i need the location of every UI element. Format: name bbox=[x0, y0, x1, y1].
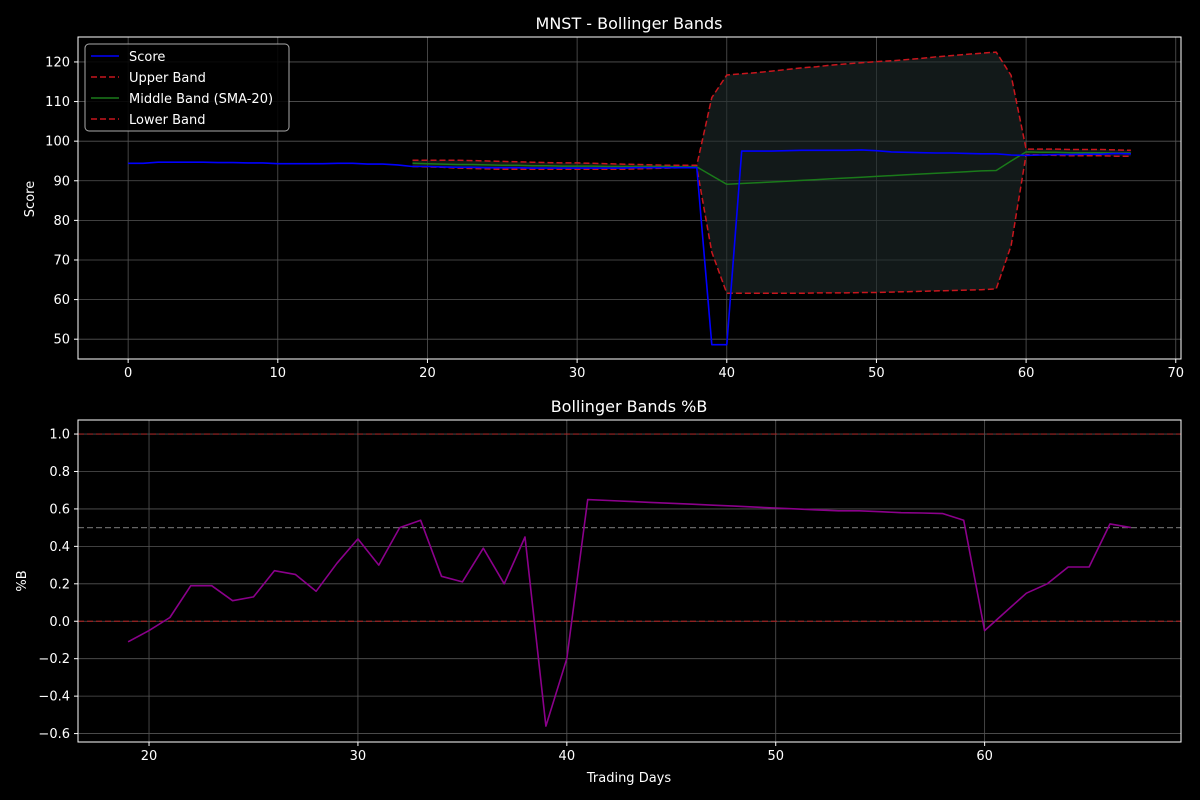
upper-band-line bbox=[412, 51, 1131, 167]
x-axis-ticks: 0 10 20 30 40 50 60 70 bbox=[124, 359, 1184, 381]
x-tick-label: 40 bbox=[559, 749, 576, 764]
x-tick-label: 20 bbox=[419, 366, 436, 381]
legend-label-upper-band: Upper Band bbox=[129, 71, 206, 86]
y-axis-label: Score bbox=[23, 181, 38, 217]
chart-title: MNST - Bollinger Bands bbox=[536, 14, 723, 33]
y-tick-label: 0.0 bbox=[49, 615, 70, 630]
middle-band-line bbox=[412, 151, 1131, 186]
plot-frame bbox=[77, 419, 1182, 743]
y-tick-label: 50 bbox=[53, 333, 70, 348]
y-tick-label: 100 bbox=[45, 135, 70, 150]
y-tick-label: 0.2 bbox=[49, 577, 70, 592]
x-tick-label: 30 bbox=[569, 366, 586, 381]
x-tick-label: 70 bbox=[1167, 366, 1184, 381]
price-bands-chart: MNST - Bollinger Bands Score 0 10 20 30 40 50… bbox=[23, 14, 1184, 381]
legend-entry-lower-band: Lower Band bbox=[91, 113, 205, 128]
y-tick-label: 60 bbox=[53, 293, 70, 308]
y-tick-label: −0.6 bbox=[38, 727, 70, 742]
y-tick-label: 90 bbox=[53, 174, 70, 189]
x-tick-label: 40 bbox=[719, 366, 736, 381]
series-lines bbox=[128, 51, 1131, 346]
legend-entry-middle-band: Middle Band (SMA-20) bbox=[91, 92, 273, 107]
legend-label-score: Score bbox=[129, 50, 165, 65]
grid bbox=[78, 420, 1181, 742]
y-tick-label: −0.2 bbox=[38, 652, 70, 667]
x-axis-ticks: 20 30 40 50 60 bbox=[141, 742, 993, 764]
plot-frame bbox=[77, 36, 1182, 360]
y-tick-label: 70 bbox=[53, 253, 70, 268]
y-axis-label: %B bbox=[15, 570, 30, 591]
legend-box bbox=[84, 43, 290, 132]
y-axis-ticks: 50 60 70 80 90 100 110 120 bbox=[45, 55, 78, 348]
series-lines bbox=[127, 498, 1132, 727]
x-axis-label: Trading Days bbox=[586, 771, 671, 786]
y-tick-label: 0.8 bbox=[49, 465, 70, 480]
percent-b-chart: Bollinger Bands %B %B Trading Days 20 30 4… bbox=[15, 397, 1182, 786]
legend-label-lower-band: Lower Band bbox=[129, 113, 205, 128]
y-tick-label: 1.0 bbox=[49, 428, 70, 443]
chart-title: Bollinger Bands %B bbox=[551, 397, 708, 416]
percent-b-line bbox=[127, 498, 1132, 727]
x-tick-label: 10 bbox=[270, 366, 287, 381]
score-line bbox=[128, 149, 1131, 346]
x-tick-label: 60 bbox=[1018, 366, 1035, 381]
legend-entry-upper-band: Upper Band bbox=[91, 71, 206, 86]
y-tick-label: 80 bbox=[53, 214, 70, 229]
lower-band-line bbox=[412, 153, 1131, 295]
band-fill-area bbox=[412, 52, 1131, 294]
y-tick-label: 110 bbox=[45, 95, 70, 110]
y-tick-label: 0.4 bbox=[49, 540, 70, 555]
legend: Score Upper Band Middle Band (SMA-20) Lo… bbox=[84, 43, 290, 132]
x-tick-label: 0 bbox=[124, 366, 132, 381]
x-tick-label: 60 bbox=[976, 749, 993, 764]
y-tick-label: 120 bbox=[45, 55, 70, 70]
legend-label-middle-band: Middle Band (SMA-20) bbox=[129, 92, 273, 107]
x-tick-label: 50 bbox=[868, 366, 885, 381]
reference-lines bbox=[78, 433, 1181, 622]
x-tick-label: 30 bbox=[350, 749, 367, 764]
y-axis-ticks: −0.6 −0.4 −0.2 0.0 0.2 0.4 0.6 0.8 1.0 bbox=[38, 428, 78, 742]
x-tick-label: 20 bbox=[141, 749, 158, 764]
y-tick-label: 0.6 bbox=[49, 502, 70, 517]
y-tick-label: −0.4 bbox=[38, 690, 70, 705]
x-tick-label: 50 bbox=[767, 749, 784, 764]
legend-entry-score: Score bbox=[91, 50, 165, 65]
